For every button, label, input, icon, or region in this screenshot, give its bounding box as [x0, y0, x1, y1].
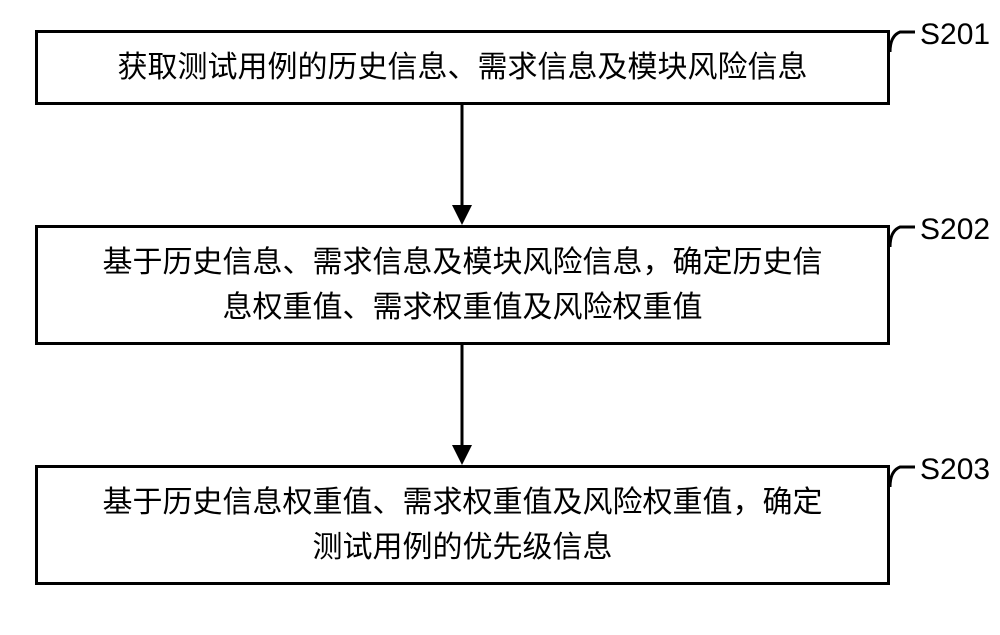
label-hook [888, 26, 923, 60]
step-label-S202: S202 [920, 213, 990, 247]
flow-step-n2: 基于历史信息、需求信息及模块风险信息，确定历史信 息权重值、需求权重值及风险权重… [35, 225, 890, 345]
flow-arrow [442, 345, 482, 467]
flow-step-text: 基于历史信息、需求信息及模块风险信息，确定历史信 息权重值、需求权重值及风险权重… [103, 240, 823, 330]
label-hook [888, 221, 923, 255]
step-label-S203: S203 [920, 453, 990, 487]
flowchart-canvas: 获取测试用例的历史信息、需求信息及模块风险信息 S201 基于历史信息、需求信息及模… [0, 0, 1000, 635]
step-label-S201: S201 [920, 18, 990, 52]
flow-arrow [442, 105, 482, 227]
flow-step-n1: 获取测试用例的历史信息、需求信息及模块风险信息 [35, 30, 890, 105]
flow-step-text: 基于历史信息权重值、需求权重值及风险权重值，确定 测试用例的优先级信息 [103, 480, 823, 570]
flow-step-n3: 基于历史信息权重值、需求权重值及风险权重值，确定 测试用例的优先级信息 [35, 465, 890, 585]
flow-step-text: 获取测试用例的历史信息、需求信息及模块风险信息 [118, 45, 808, 90]
label-hook [888, 461, 923, 495]
